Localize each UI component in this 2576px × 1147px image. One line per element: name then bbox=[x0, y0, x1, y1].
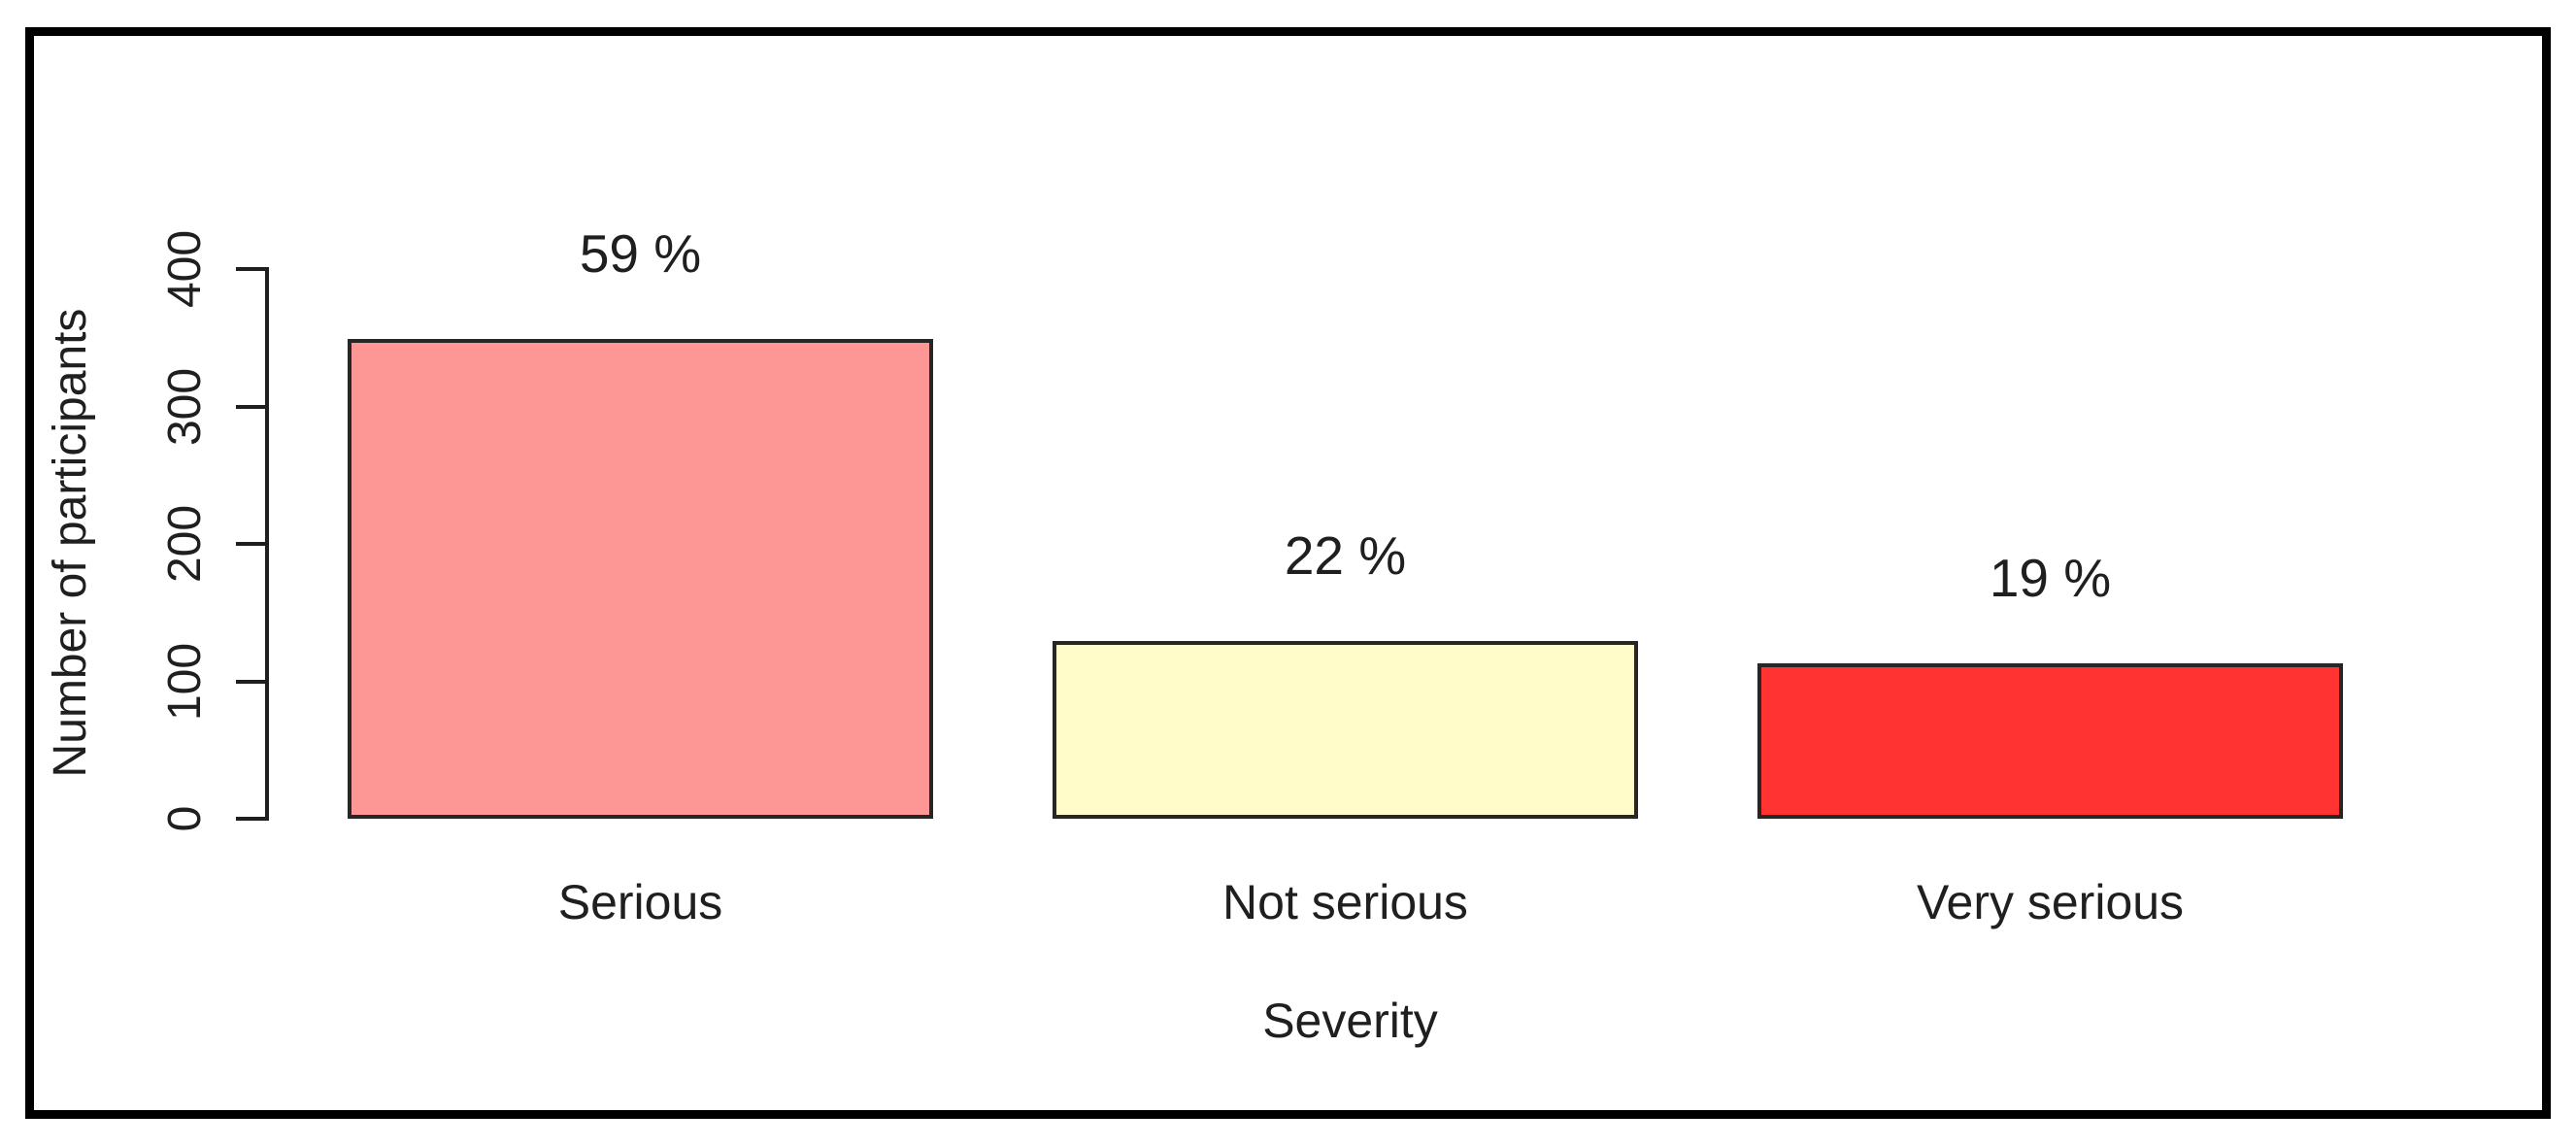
y-tick-label: 400 bbox=[158, 229, 211, 309]
y-tick-mark bbox=[236, 542, 265, 546]
y-tick-label: 0 bbox=[158, 805, 211, 832]
y-tick-mark bbox=[236, 817, 265, 821]
bar-serious bbox=[348, 339, 933, 819]
bar-very-serious bbox=[1757, 663, 2343, 819]
y-tick-label: 200 bbox=[158, 504, 211, 584]
bar-value-label: 19 % bbox=[1989, 548, 2112, 609]
y-tick-label: 100 bbox=[158, 642, 211, 721]
y-tick-mark bbox=[236, 679, 265, 684]
bar-value-label: 22 % bbox=[1284, 525, 1407, 587]
x-axis-title: Severity bbox=[1262, 994, 1438, 1048]
y-tick-mark bbox=[236, 404, 265, 409]
y-tick-label: 300 bbox=[158, 367, 211, 446]
category-label: Not serious bbox=[1222, 875, 1468, 929]
category-label: Serious bbox=[557, 875, 723, 929]
category-label: Very serious bbox=[1916, 875, 2185, 929]
y-tick-mark bbox=[236, 267, 265, 271]
bar-value-label: 59 % bbox=[579, 223, 702, 285]
bar-not-serious bbox=[1053, 641, 1638, 819]
y-axis-title: Number of participants bbox=[44, 308, 96, 778]
y-axis-line bbox=[265, 267, 269, 821]
